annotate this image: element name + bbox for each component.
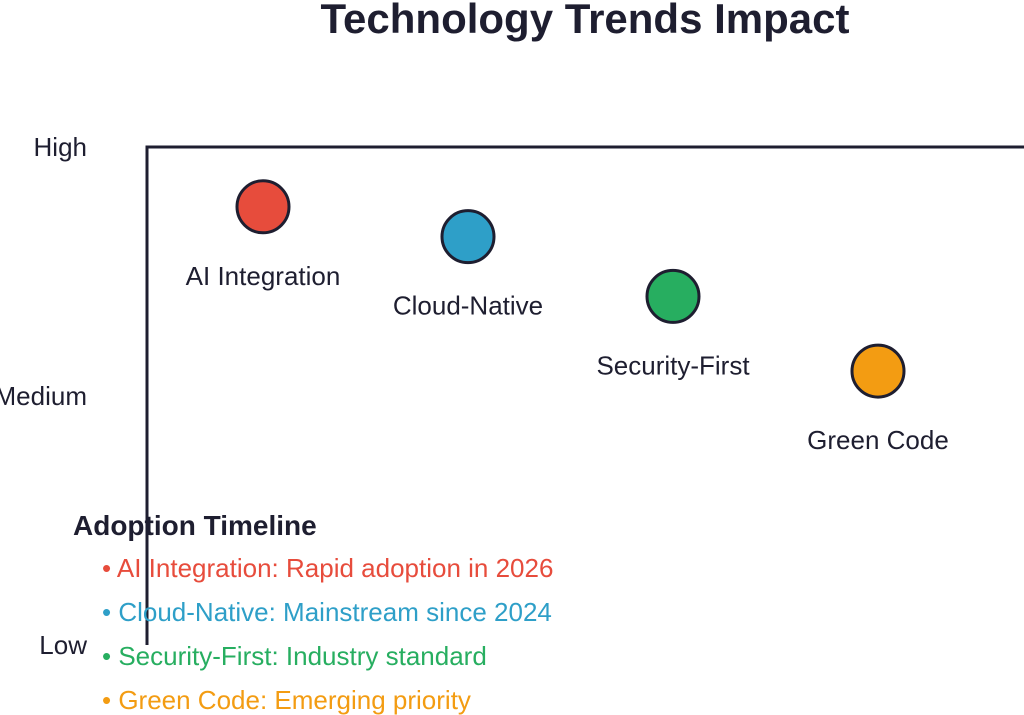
y-tick-label: Medium [0, 381, 87, 411]
legend-item: • AI Integration: Rapid adoption in 2026 [102, 553, 553, 583]
legend-item: • Green Code: Emerging priority [102, 685, 471, 715]
data-point [440, 209, 496, 265]
data-point-label: Cloud-Native [393, 291, 543, 321]
y-tick-label: Low [39, 630, 87, 660]
legend-title: Adoption Timeline [73, 510, 317, 541]
legend-item: • Cloud-Native: Mainstream since 2024 [102, 597, 552, 627]
data-points: AI Integration Cloud-Native Security-First… [186, 179, 949, 455]
adoption-legend: Adoption Timeline • AI Integration: Rapi… [73, 510, 553, 715]
chart-axes [145, 145, 1024, 645]
y-axis-ticks: High Medium Low [0, 132, 87, 660]
data-point [235, 179, 291, 235]
data-point-label: Green Code [807, 425, 949, 455]
data-point-label: Security-First [596, 350, 750, 380]
y-tick-label: High [34, 132, 87, 162]
legend-item: • Security-First: Industry standard [102, 641, 487, 671]
chart-title: Technology Trends Impact [321, 0, 850, 42]
data-point-label: AI Integration [186, 261, 341, 291]
data-point [645, 268, 701, 324]
data-point [850, 343, 906, 399]
